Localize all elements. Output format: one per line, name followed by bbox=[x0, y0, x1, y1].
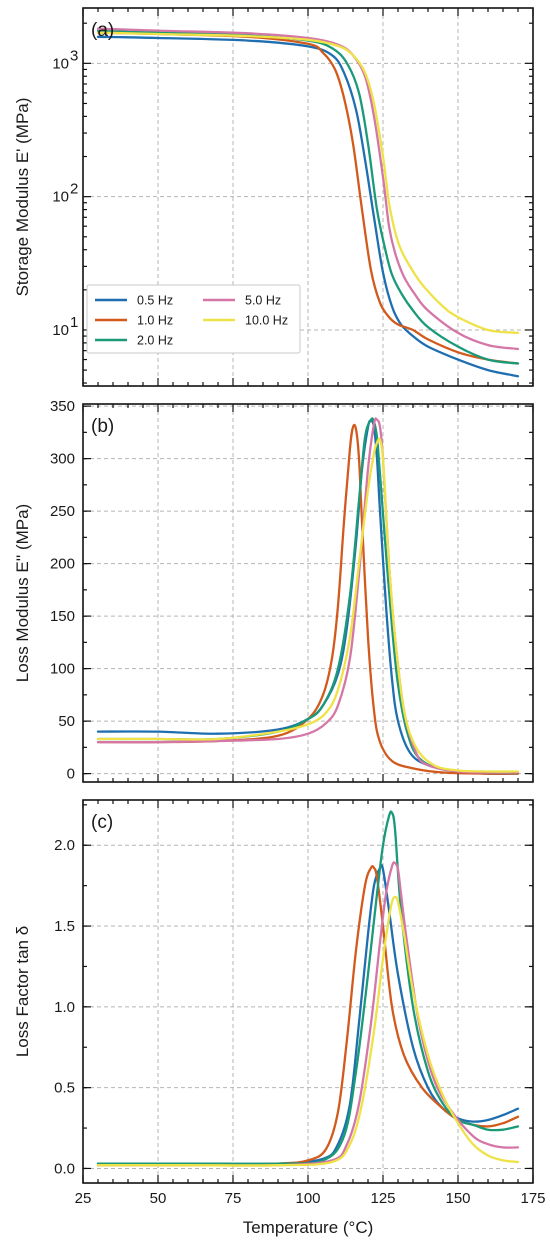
legend: 0.5 Hz 1.0 Hz 2.0 Hz 5.0 Hz 10.0 Hz bbox=[86, 284, 301, 354]
y-tick-label: 200 bbox=[50, 556, 75, 573]
series-line-10-0-hz bbox=[96, 895, 520, 1167]
legend-label: 2.0 Hz bbox=[137, 334, 173, 348]
y-tick-label: 350 bbox=[50, 398, 75, 415]
y-tick-exponent: 1 bbox=[70, 314, 78, 331]
y-tick-label: 1.5 bbox=[54, 918, 75, 935]
panel-label: (a) bbox=[91, 20, 114, 41]
series-line-2-0-hz bbox=[96, 810, 520, 1165]
y-tick-label: 10 bbox=[52, 322, 69, 339]
series-line-10-0-hz bbox=[96, 437, 520, 773]
y-tick-label: 10 bbox=[52, 189, 69, 206]
y-tick-label: 250 bbox=[50, 503, 75, 520]
series-line-5-0-hz bbox=[96, 417, 520, 774]
x-tick-label: 150 bbox=[445, 1190, 470, 1207]
series-line-0-5-hz bbox=[96, 35, 520, 378]
y-axis-title: Loss Factor tan δ bbox=[13, 926, 32, 1057]
series-line-0-5-hz bbox=[96, 863, 520, 1166]
series-line-5-0-hz bbox=[96, 861, 520, 1167]
series-line-5-0-hz bbox=[96, 27, 520, 351]
x-tick-label: 75 bbox=[225, 1190, 242, 1207]
x-tick-label: 50 bbox=[150, 1190, 167, 1207]
legend-label: 0.5 Hz bbox=[137, 294, 173, 308]
legend-label: 5.0 Hz bbox=[245, 294, 281, 308]
y-tick-label: 50 bbox=[58, 713, 75, 730]
series-line-2-0-hz bbox=[96, 417, 520, 774]
y-axis-title: Loss Modulus E'' (MPa) bbox=[13, 504, 32, 682]
series-line-1-0-hz bbox=[96, 31, 520, 365]
x-tick-label: 175 bbox=[520, 1190, 545, 1207]
y-tick-label: 10 bbox=[52, 55, 69, 72]
y-tick-label: 300 bbox=[50, 451, 75, 468]
y-tick-exponent: 3 bbox=[70, 47, 78, 64]
panel-label: (b) bbox=[91, 416, 114, 437]
y-tick-label: 2.0 bbox=[54, 837, 75, 854]
panel-c-loss-factor: 0.0 0.5 1.0 1.5 2.0 25 50 75 100 125 150 175 Loss Fa… bbox=[13, 799, 546, 1237]
panel-b-loss-modulus: 0 50 100 150 200 250 300 350 Loss Modulus E'' (M… bbox=[13, 398, 534, 783]
x-tick-label: 100 bbox=[295, 1190, 320, 1207]
y-tick-label: 0 bbox=[67, 766, 75, 783]
y-tick-label: 1.0 bbox=[54, 999, 75, 1016]
y-axis-title: Storage Modulus E' (MPa) bbox=[13, 98, 32, 297]
x-axis-title: Temperature (°C) bbox=[243, 1218, 374, 1237]
y-tick-exponent: 2 bbox=[70, 181, 78, 198]
y-tick-label: 150 bbox=[50, 608, 75, 625]
y-tick-label: 100 bbox=[50, 661, 75, 678]
legend-label: 10.0 Hz bbox=[245, 314, 288, 328]
legend-label: 1.0 Hz bbox=[137, 314, 173, 328]
x-tick-label: 25 bbox=[75, 1190, 92, 1207]
series-line-10-0-hz bbox=[96, 31, 520, 335]
panel-label: (c) bbox=[91, 812, 113, 833]
x-tick-label: 125 bbox=[370, 1190, 395, 1207]
y-tick-label: 0.0 bbox=[54, 1160, 75, 1177]
legend-box bbox=[86, 284, 301, 354]
y-tick-label: 0.5 bbox=[54, 1080, 75, 1097]
